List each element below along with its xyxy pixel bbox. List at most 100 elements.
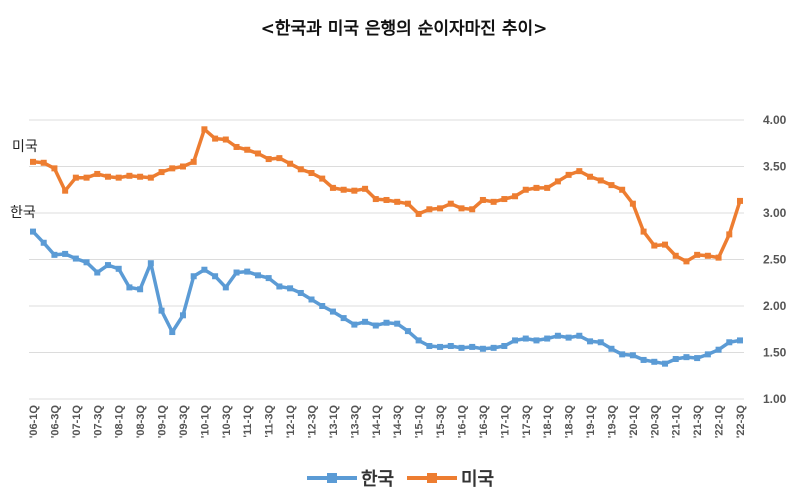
data-point-kr [469,343,476,350]
legend: 한국 미국 [307,469,494,490]
data-point-us [372,196,379,203]
data-point-kr [522,335,529,342]
data-point-kr [629,352,636,359]
data-point-us [179,163,186,170]
data-point-kr [94,269,101,276]
legend-label-kr: 한국 [361,469,394,490]
legend-marker-us [427,473,437,483]
data-point-us [726,231,733,238]
data-point-us [597,177,604,184]
data-point-kr [694,355,701,362]
data-point-kr [715,346,722,353]
x-tick-label: '12-3Q [307,405,319,439]
x-tick-label: '21-1Q [671,405,683,439]
legend-label-us: 미국 [461,469,494,490]
x-tick-label: '16-3Q [478,405,490,439]
data-point-us [619,186,626,193]
data-point-kr [265,275,272,282]
data-point-us [340,186,347,193]
data-point-us [608,182,615,189]
x-tick-label: '18-1Q [542,405,554,439]
data-point-kr [244,268,251,275]
data-point-kr [297,289,304,296]
x-tick-label: '19-1Q [585,405,597,439]
data-point-us [587,173,594,180]
x-axis-ticks: '06-1Q '06-3Q '07-1Q '07-3Q '08-1Q '08-3Q '09-… [28,405,747,439]
data-point-us [426,206,433,213]
x-tick-label: '14-1Q [371,405,383,439]
data-point-kr [404,328,411,335]
data-point-kr [115,265,122,272]
data-point-kr [51,251,58,258]
data-point-kr [565,334,572,341]
x-tick-label: '15-3Q [435,405,447,439]
x-tick-label: '14-3Q [392,405,404,439]
data-point-us [30,158,36,165]
x-tick-label: '10-1Q [199,405,211,439]
data-point-kr [587,338,594,345]
data-point-us [254,150,261,157]
data-point-kr [458,344,465,351]
data-point-kr [501,342,508,349]
data-point-us [404,200,411,207]
data-point-us [565,171,572,178]
x-tick-label: '10-3Q [221,405,233,439]
data-point-kr [126,284,133,291]
x-tick-label: '18-3Q [564,405,576,439]
data-point-us [362,185,369,192]
data-point-kr [179,312,186,319]
data-point-us [554,178,561,185]
data-point-us [501,196,508,203]
y-axis-ticks: 1.00 1.50 2.00 2.50 3.00 3.50 4.00 [763,113,787,406]
data-point-kr [426,342,433,349]
data-point-us [308,170,315,177]
x-tick-label: '22-3Q [735,405,747,439]
data-point-us [394,198,401,205]
y-tick-label: 1.00 [763,392,787,406]
legend-item-kr: 한국 [307,469,394,490]
data-point-kr [319,303,326,309]
data-point-us [62,187,69,194]
x-tick-label: '09-3Q [178,405,190,439]
data-point-us [544,184,551,191]
data-point-us [640,228,647,235]
series-label-us: 미국 [12,139,38,155]
data-point-kr [576,332,583,339]
data-point-us [147,174,154,181]
data-point-kr [662,360,669,367]
data-point-us [533,184,540,191]
x-tick-label: '11-3Q [264,405,276,438]
data-point-kr [201,266,208,273]
data-point-us [351,187,358,194]
data-point-kr [276,283,283,290]
x-tick-label: '09-1Q [157,405,169,439]
data-point-us [458,205,465,212]
data-point-kr [212,273,219,280]
data-point-kr [479,345,486,352]
x-tick-label: '15-1Q [414,405,426,439]
data-point-kr [544,335,551,342]
data-point-kr [640,356,647,363]
data-point-us [672,252,679,259]
series-line-kr [31,229,742,366]
x-tick-label: '20-1Q [628,405,640,439]
data-point-kr [651,358,658,365]
data-point-kr [137,286,144,293]
data-point-kr [190,273,197,280]
data-point-kr [104,262,111,269]
data-point-kr [287,285,294,292]
data-point-us [415,210,422,217]
x-tick-label: '06-1Q [28,405,40,439]
data-point-kr [683,354,690,361]
data-point-us [158,169,165,176]
data-point-us [287,160,294,167]
data-point-kr [512,337,519,344]
x-tick-label: '17-3Q [521,405,533,439]
series-us [30,126,743,265]
data-point-kr [619,351,626,358]
x-tick-label: '07-1Q [71,405,83,439]
data-point-us [683,258,690,265]
data-point-us [629,200,636,207]
data-point-kr [169,329,176,336]
data-point-us [383,196,390,203]
